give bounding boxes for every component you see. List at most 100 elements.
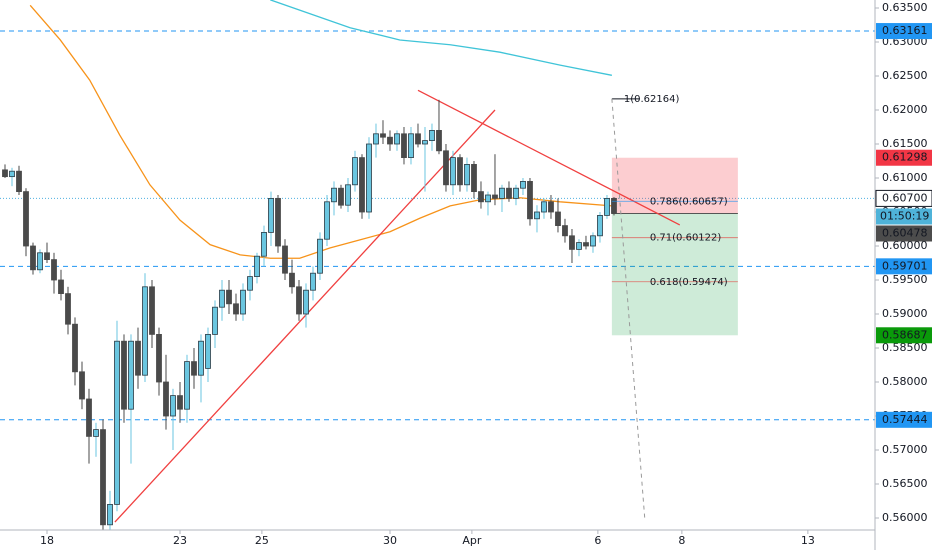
- x-tick-label: 25: [255, 534, 269, 547]
- candle-body: [436, 129, 442, 152]
- candle-body: [485, 194, 491, 203]
- candle-body: [51, 259, 57, 281]
- candle-body: [394, 133, 400, 145]
- candle-body: [429, 129, 435, 141]
- candle-body: [16, 170, 22, 192]
- candle-body: [163, 381, 169, 417]
- candle-body: [359, 157, 365, 213]
- y-tick-label: 0.63500: [882, 1, 928, 14]
- target-label: 0.58687: [882, 328, 928, 341]
- candle-body: [58, 279, 64, 295]
- y-tick-label: 0.59500: [882, 273, 928, 286]
- candle-body: [450, 157, 456, 186]
- candle-body: [527, 180, 533, 220]
- candle-body: [422, 140, 428, 145]
- candle-body: [492, 194, 498, 199]
- candle-body: [149, 286, 155, 335]
- candle-body: [583, 242, 589, 247]
- candle-body: [513, 187, 519, 199]
- candle-body: [219, 289, 225, 308]
- price-line-label: 0.60700: [882, 191, 928, 204]
- candle-body: [275, 197, 281, 247]
- candle-body: [499, 187, 505, 199]
- line: [270, 0, 613, 76]
- candle-body: [226, 289, 232, 305]
- price-line-label: 0.63161: [882, 24, 928, 37]
- candle-body: [107, 503, 113, 526]
- candle-body: [569, 235, 575, 250]
- y-tick-label: 0.56500: [882, 477, 928, 490]
- y-tick-label: 0.59000: [882, 307, 928, 320]
- candle-body: [247, 276, 253, 291]
- candle-body: [2, 169, 8, 178]
- fib-guide: [611, 98, 646, 521]
- x-tick-label: 23: [173, 534, 187, 547]
- candle-body: [443, 150, 449, 186]
- candle-body: [191, 361, 197, 376]
- y-tick-label: 0.60000: [882, 239, 928, 252]
- price-line-label-bg: [875, 189, 932, 207]
- last-price-label: 0.60478: [882, 226, 928, 239]
- plot-area: 1(0.62164) 0.786(0.60657) 0.71(0.60122) 0.6…: [0, 0, 875, 530]
- fib-label: 1(0.62164): [624, 94, 680, 105]
- candle-body: [604, 197, 610, 216]
- candle-body: [142, 286, 148, 376]
- candle-body: [86, 398, 92, 437]
- countdown: 01:50:19: [880, 209, 929, 222]
- fib-label: 0.71(0.60122): [650, 233, 722, 244]
- target-zone: [611, 213, 738, 336]
- target-label-bg: [876, 327, 932, 344]
- y-tick-label: 0.56000: [882, 511, 928, 524]
- candle-body: [198, 340, 204, 376]
- candle-body: [170, 395, 176, 417]
- candle-body: [121, 340, 127, 410]
- candle-body: [548, 201, 554, 213]
- stop-label-bg: [876, 149, 932, 166]
- candle-body: [555, 211, 561, 227]
- candle-body: [590, 235, 596, 247]
- candle-body: [331, 187, 337, 203]
- candle-body: [44, 252, 50, 261]
- candle-body: [177, 395, 183, 410]
- candle-body: [324, 201, 330, 240]
- candle-body: [520, 180, 526, 189]
- x-tick-label: Apr: [462, 534, 482, 547]
- candle-body: [240, 289, 246, 315]
- y-tick-label: 0.61000: [882, 171, 928, 184]
- y-tick-label: 0.58000: [882, 375, 928, 388]
- candle-body: [72, 323, 78, 373]
- candle-body: [65, 293, 71, 325]
- price-line-label: 0.59701: [882, 259, 928, 272]
- candle-body: [380, 133, 386, 138]
- y-tick-label: 0.62500: [882, 69, 928, 82]
- y-tick-label: 0.61500: [882, 137, 928, 150]
- candle-body: [506, 187, 512, 199]
- candle-body: [611, 197, 617, 214]
- stop-zone: [611, 157, 738, 214]
- candle-body: [233, 303, 239, 315]
- candle-body: [156, 333, 162, 383]
- candle-body: [261, 231, 267, 257]
- price-line-label-bg: [876, 23, 932, 40]
- line: [29, 4, 612, 259]
- fib-label: 0.786(0.60657): [650, 196, 728, 207]
- candle-body: [471, 163, 477, 192]
- candle-body: [37, 252, 43, 271]
- candle-body: [100, 429, 106, 526]
- price-line-label-bg: [876, 411, 932, 428]
- candle-body: [401, 133, 407, 159]
- candle-body: [478, 191, 484, 203]
- x-tick-label: 8: [678, 534, 685, 547]
- candle-body: [597, 214, 603, 237]
- candle-body: [534, 211, 540, 220]
- candle-body: [408, 133, 414, 159]
- candle-body: [541, 201, 547, 213]
- candle-body: [317, 238, 323, 274]
- countdown-bg: [876, 208, 932, 225]
- candle-body: [338, 187, 344, 206]
- x-tick-label: 18: [40, 534, 54, 547]
- candle-body: [114, 340, 120, 505]
- x-tick-label: 6: [594, 534, 601, 547]
- price-line-label-bg: [876, 258, 932, 275]
